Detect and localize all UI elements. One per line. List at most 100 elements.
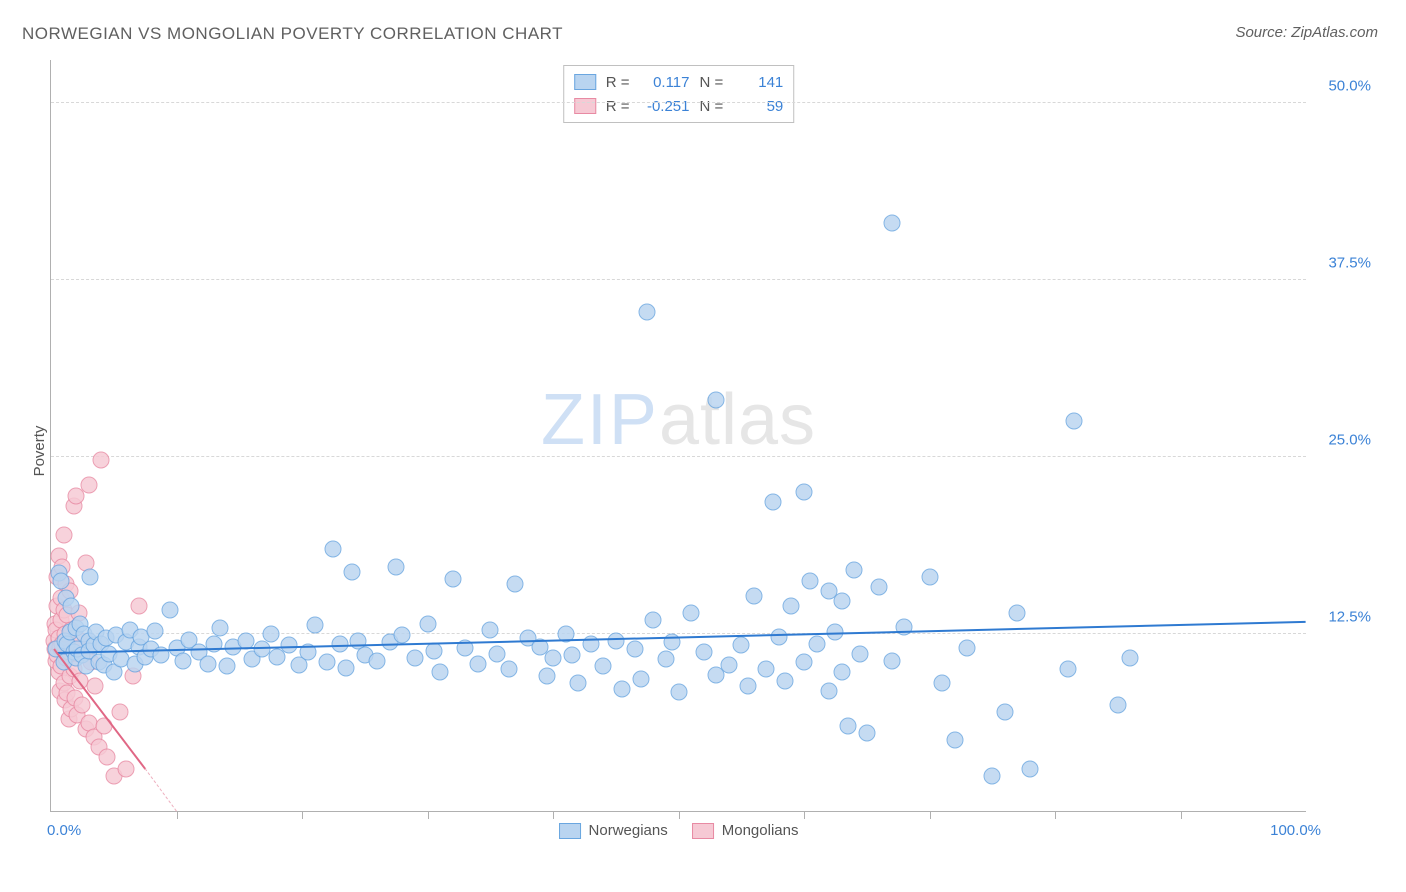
y-tick-label: 37.5% bbox=[1328, 254, 1371, 271]
series-legend: Norwegians Mongolians bbox=[559, 822, 799, 839]
data-point-norwegians bbox=[883, 214, 900, 231]
data-point-norwegians bbox=[262, 625, 279, 642]
data-point-norwegians bbox=[63, 597, 80, 614]
data-point-norwegians bbox=[614, 681, 631, 698]
data-point-norwegians bbox=[1009, 604, 1026, 621]
data-point-norwegians bbox=[984, 767, 1001, 784]
data-point-norwegians bbox=[996, 703, 1013, 720]
x-axis-max-label: 100.0% bbox=[1270, 822, 1321, 839]
data-point-norwegians bbox=[53, 573, 70, 590]
data-point-norwegians bbox=[432, 664, 449, 681]
data-point-norwegians bbox=[388, 559, 405, 576]
data-point-norwegians bbox=[488, 645, 505, 662]
data-point-norwegians bbox=[218, 658, 235, 675]
data-point-norwegians bbox=[764, 494, 781, 511]
gridline bbox=[51, 102, 1306, 103]
data-point-norwegians bbox=[683, 604, 700, 621]
data-point-norwegians bbox=[174, 652, 191, 669]
data-point-norwegians bbox=[846, 562, 863, 579]
data-point-norwegians bbox=[808, 635, 825, 652]
data-point-norwegians bbox=[639, 304, 656, 321]
data-point-norwegians bbox=[946, 732, 963, 749]
data-point-mongolians bbox=[74, 696, 91, 713]
data-point-norwegians bbox=[739, 678, 756, 695]
data-point-norwegians bbox=[545, 649, 562, 666]
n-label: N = bbox=[700, 74, 724, 91]
watermark: ZIPatlas bbox=[541, 379, 816, 461]
data-point-norwegians bbox=[538, 668, 555, 685]
x-tick bbox=[804, 811, 805, 819]
data-point-norwegians bbox=[369, 652, 386, 669]
data-point-norwegians bbox=[626, 641, 643, 658]
data-point-norwegians bbox=[444, 570, 461, 587]
data-point-mongolians bbox=[93, 451, 110, 468]
data-point-norwegians bbox=[733, 637, 750, 654]
data-point-norwegians bbox=[1065, 413, 1082, 430]
data-point-norwegians bbox=[695, 644, 712, 661]
data-point-norwegians bbox=[632, 671, 649, 688]
n-value-norwegians: 141 bbox=[729, 74, 783, 91]
data-point-mongolians bbox=[112, 703, 129, 720]
legend-label-mongolians: Mongolians bbox=[722, 822, 799, 839]
data-point-norwegians bbox=[783, 597, 800, 614]
n-label: N = bbox=[700, 98, 724, 115]
data-point-norwegians bbox=[871, 579, 888, 596]
data-point-norwegians bbox=[1059, 661, 1076, 678]
chart-title: NORWEGIAN VS MONGOLIAN POVERTY CORRELATI… bbox=[22, 24, 563, 44]
data-point-norwegians bbox=[469, 655, 486, 672]
data-point-norwegians bbox=[839, 717, 856, 734]
data-point-mongolians bbox=[86, 678, 103, 695]
data-point-mongolians bbox=[99, 749, 116, 766]
watermark-part2: atlas bbox=[659, 380, 816, 460]
x-tick bbox=[679, 811, 680, 819]
data-point-norwegians bbox=[607, 632, 624, 649]
legend-swatch-mongolians bbox=[692, 823, 714, 839]
data-point-norwegians bbox=[883, 652, 900, 669]
x-tick bbox=[1181, 811, 1182, 819]
data-point-norwegians bbox=[1021, 760, 1038, 777]
watermark-part1: ZIP bbox=[541, 380, 659, 460]
y-tick-label: 50.0% bbox=[1328, 77, 1371, 94]
data-point-norwegians bbox=[796, 654, 813, 671]
data-point-norwegians bbox=[425, 642, 442, 659]
data-point-norwegians bbox=[81, 569, 98, 586]
data-point-norwegians bbox=[419, 615, 436, 632]
data-point-norwegians bbox=[563, 647, 580, 664]
data-point-norwegians bbox=[720, 657, 737, 674]
data-point-norwegians bbox=[858, 725, 875, 742]
data-point-norwegians bbox=[852, 645, 869, 662]
plot-area: ZIPatlas R = 0.117 N = 141 R = -0.251 N … bbox=[50, 60, 1306, 812]
data-point-norwegians bbox=[199, 655, 216, 672]
x-tick bbox=[1055, 811, 1056, 819]
data-point-norwegians bbox=[921, 569, 938, 586]
gridline bbox=[51, 279, 1306, 280]
data-point-mongolians bbox=[80, 477, 97, 494]
data-point-norwegians bbox=[344, 563, 361, 580]
legend-label-norwegians: Norwegians bbox=[589, 822, 668, 839]
r-value-norwegians: 0.117 bbox=[636, 74, 690, 91]
data-point-norwegians bbox=[1109, 696, 1126, 713]
data-point-norwegians bbox=[833, 664, 850, 681]
data-point-norwegians bbox=[570, 675, 587, 692]
y-tick-label: 12.5% bbox=[1328, 608, 1371, 625]
source-attribution: Source: ZipAtlas.com bbox=[1235, 24, 1378, 41]
swatch-norwegians bbox=[574, 74, 596, 90]
data-point-norwegians bbox=[507, 576, 524, 593]
data-point-norwegians bbox=[406, 649, 423, 666]
y-axis-title: Poverty bbox=[31, 426, 48, 477]
x-tick bbox=[930, 811, 931, 819]
data-point-norwegians bbox=[1122, 649, 1139, 666]
gridline bbox=[51, 456, 1306, 457]
r-label: R = bbox=[606, 74, 630, 91]
trend-line bbox=[145, 769, 177, 812]
legend-item-norwegians: Norwegians bbox=[559, 822, 668, 839]
data-point-norwegians bbox=[959, 640, 976, 657]
chart-container: Poverty ZIPatlas R = 0.117 N = 141 R = -… bbox=[50, 60, 1376, 842]
y-tick-label: 25.0% bbox=[1328, 431, 1371, 448]
x-tick bbox=[177, 811, 178, 819]
data-point-norwegians bbox=[162, 601, 179, 618]
data-point-norwegians bbox=[833, 593, 850, 610]
data-point-norwegians bbox=[758, 661, 775, 678]
data-point-norwegians bbox=[319, 654, 336, 671]
n-value-mongolians: 59 bbox=[729, 98, 783, 115]
